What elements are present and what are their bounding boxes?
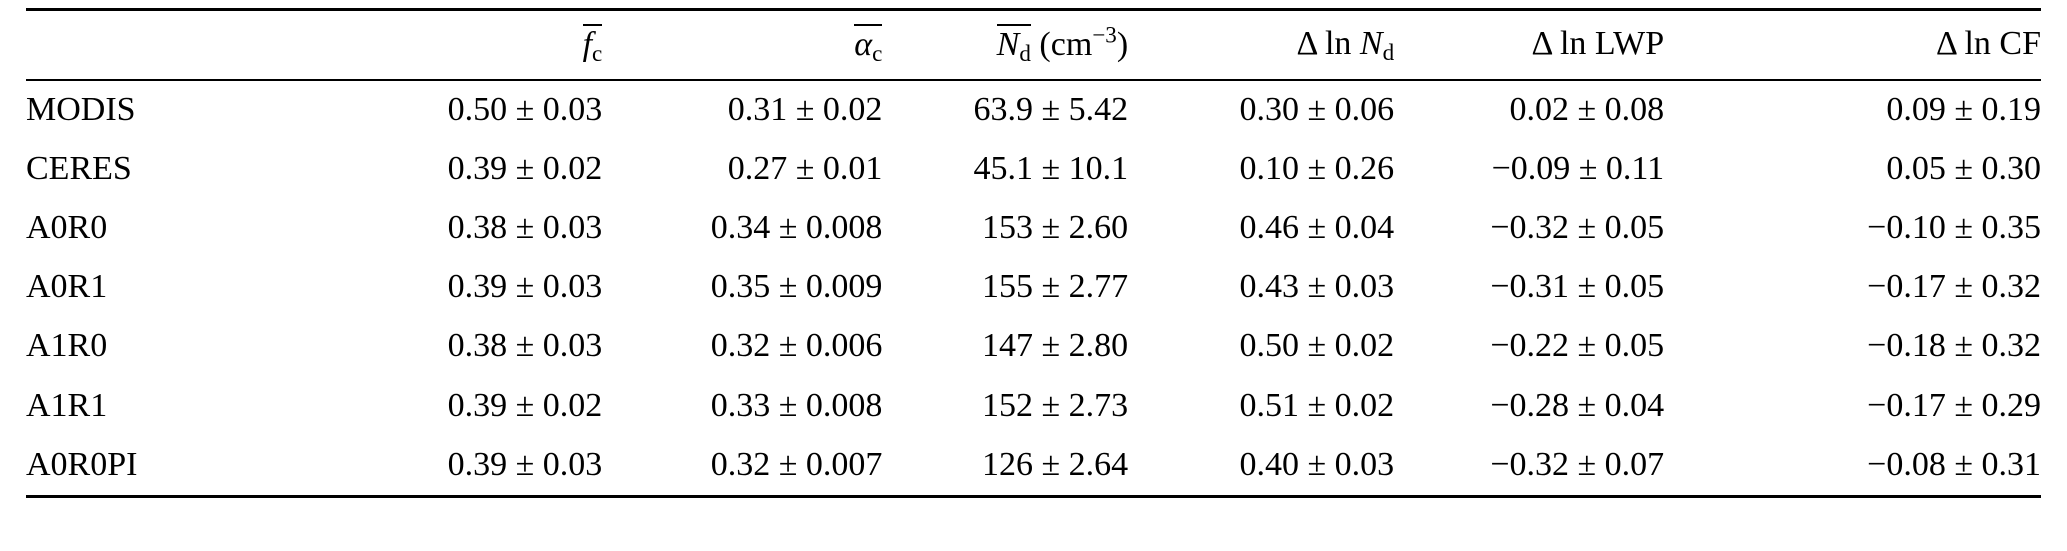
- row-label: A1R0: [26, 327, 108, 365]
- cell-delta-ln-lwp: −0.32 ± 0.05: [1490, 209, 1665, 247]
- nd-unit-exponent: −3: [1092, 22, 1117, 49]
- paper-table-container: fc αc Nd (cm−3) Δ ln Nd Δ ln LWP Δ ln CF…: [26, 8, 2041, 498]
- cell-delta-ln-cf: 0.09 ± 0.19: [1886, 91, 2041, 128]
- row-label: MODIS: [26, 91, 136, 128]
- nd-symbol: N: [996, 26, 1020, 63]
- cell-delta-ln-lwp: −0.31 ± 0.05: [1490, 268, 1665, 306]
- row-label: A0R1: [26, 268, 108, 306]
- cell-ac: 0.32 ± 0.007: [710, 445, 883, 483]
- cell-delta-ln-lwp: −0.32 ± 0.07: [1490, 445, 1665, 483]
- dln-nd-subscript: d: [1382, 39, 1395, 66]
- nd-unit-close: ): [1116, 26, 1129, 63]
- ac-overline: αc: [854, 24, 883, 65]
- row-label: CERES: [26, 150, 132, 188]
- cell-nd: 45.1 ± 10.1: [973, 150, 1129, 188]
- column-header-ac: αc: [602, 9, 883, 81]
- cell-fc: 0.39 ± 0.02: [447, 386, 603, 424]
- column-header-fc: fc: [376, 9, 603, 81]
- column-header-nd: Nd (cm−3): [882, 9, 1129, 81]
- cell-ac: 0.31 ± 0.02: [727, 91, 883, 128]
- cell-delta-ln-nd: 0.43 ± 0.03: [1239, 268, 1395, 306]
- cell-ac: 0.34 ± 0.008: [710, 209, 883, 247]
- cell-delta-ln-nd: 0.50 ± 0.02: [1239, 327, 1395, 365]
- cell-ac: 0.27 ± 0.01: [727, 150, 883, 188]
- cell-fc: 0.39 ± 0.02: [447, 150, 603, 188]
- table-row: CERES 0.39 ± 0.02 0.27 ± 0.01 45.1 ± 10.…: [26, 140, 2041, 199]
- table-row: A1R0 0.38 ± 0.03 0.32 ± 0.006 147 ± 2.80…: [26, 317, 2041, 376]
- dln-nd-symbol: N: [1359, 25, 1383, 62]
- column-header-row-label: [26, 9, 377, 81]
- table-body: MODIS 0.50 ± 0.03 0.31 ± 0.02 63.9 ± 5.4…: [26, 80, 2041, 496]
- cell-delta-ln-nd: 0.30 ± 0.06: [1239, 91, 1395, 128]
- cell-delta-ln-lwp: −0.28 ± 0.04: [1490, 386, 1665, 424]
- cell-delta-ln-lwp: 0.02 ± 0.08: [1509, 91, 1665, 128]
- nd-overline: Nd: [996, 24, 1031, 65]
- nd-subscript: d: [1019, 40, 1031, 67]
- cell-fc: 0.38 ± 0.03: [447, 327, 603, 365]
- cell-delta-ln-lwp: −0.22 ± 0.05: [1490, 327, 1665, 365]
- cell-nd: 152 ± 2.73: [982, 386, 1129, 424]
- cell-fc: 0.39 ± 0.03: [447, 268, 603, 306]
- ac-subscript: c: [872, 40, 883, 67]
- dln-nd-prefix: Δ ln: [1296, 25, 1360, 62]
- table-row: A0R0 0.38 ± 0.03 0.34 ± 0.008 153 ± 2.60…: [26, 199, 2041, 258]
- cell-nd: 153 ± 2.60: [982, 209, 1129, 247]
- cell-nd: 155 ± 2.77: [982, 268, 1129, 306]
- fc-symbol: f: [582, 26, 593, 63]
- fc-overline: fc: [582, 24, 603, 65]
- cell-ac: 0.35 ± 0.009: [710, 268, 883, 306]
- cell-delta-ln-cf: −0.17 ± 0.29: [1867, 386, 2041, 424]
- cell-delta-ln-nd: 0.46 ± 0.04: [1239, 209, 1395, 247]
- cell-ac: 0.32 ± 0.006: [710, 327, 883, 365]
- table-row: A0R1 0.39 ± 0.03 0.35 ± 0.009 155 ± 2.77…: [26, 258, 2041, 317]
- cell-delta-ln-cf: −0.10 ± 0.35: [1867, 209, 2041, 247]
- cell-delta-ln-nd: 0.51 ± 0.02: [1239, 386, 1395, 424]
- cell-delta-ln-cf: −0.18 ± 0.32: [1867, 327, 2041, 365]
- row-label: A0R0PI: [26, 445, 138, 483]
- cell-delta-ln-nd: 0.40 ± 0.03: [1239, 445, 1395, 483]
- table-header: fc αc Nd (cm−3) Δ ln Nd Δ ln LWP Δ ln CF: [26, 9, 2041, 81]
- column-header-delta-ln-nd: Δ ln Nd: [1128, 9, 1395, 81]
- cell-nd: 63.9 ± 5.42: [973, 91, 1129, 128]
- cell-delta-ln-cf: 0.05 ± 0.30: [1886, 150, 2041, 188]
- cell-nd: 126 ± 2.64: [982, 445, 1129, 483]
- row-label: A1R1: [26, 386, 108, 424]
- header-row: fc αc Nd (cm−3) Δ ln Nd Δ ln LWP Δ ln CF: [26, 9, 2041, 81]
- cell-nd: 147 ± 2.80: [982, 327, 1129, 365]
- cell-delta-ln-lwp: −0.09 ± 0.11: [1491, 150, 1665, 188]
- cell-fc: 0.38 ± 0.03: [447, 209, 603, 247]
- cell-delta-ln-cf: −0.17 ± 0.32: [1867, 268, 2041, 306]
- table-row: A1R1 0.39 ± 0.02 0.33 ± 0.008 152 ± 2.73…: [26, 377, 2041, 436]
- cell-fc: 0.39 ± 0.03: [447, 445, 603, 483]
- cell-fc: 0.50 ± 0.03: [447, 91, 603, 128]
- fc-subscript: c: [592, 40, 603, 67]
- ac-symbol: α: [854, 26, 873, 63]
- table-row: MODIS 0.50 ± 0.03 0.31 ± 0.02 63.9 ± 5.4…: [26, 80, 2041, 140]
- cell-delta-ln-cf: −0.08 ± 0.31: [1867, 445, 2041, 483]
- cell-delta-ln-nd: 0.10 ± 0.26: [1239, 150, 1395, 188]
- row-label: A0R0: [26, 209, 108, 247]
- nd-unit-open: (cm: [1030, 26, 1093, 63]
- results-table: fc αc Nd (cm−3) Δ ln Nd Δ ln LWP Δ ln CF…: [26, 8, 2041, 498]
- cell-ac: 0.33 ± 0.008: [710, 386, 883, 424]
- column-header-delta-ln-lwp: Δ ln LWP: [1394, 9, 1665, 81]
- column-header-delta-ln-cf: Δ ln CF: [1664, 9, 2041, 81]
- table-row: A0R0PI 0.39 ± 0.03 0.32 ± 0.007 126 ± 2.…: [26, 436, 2041, 497]
